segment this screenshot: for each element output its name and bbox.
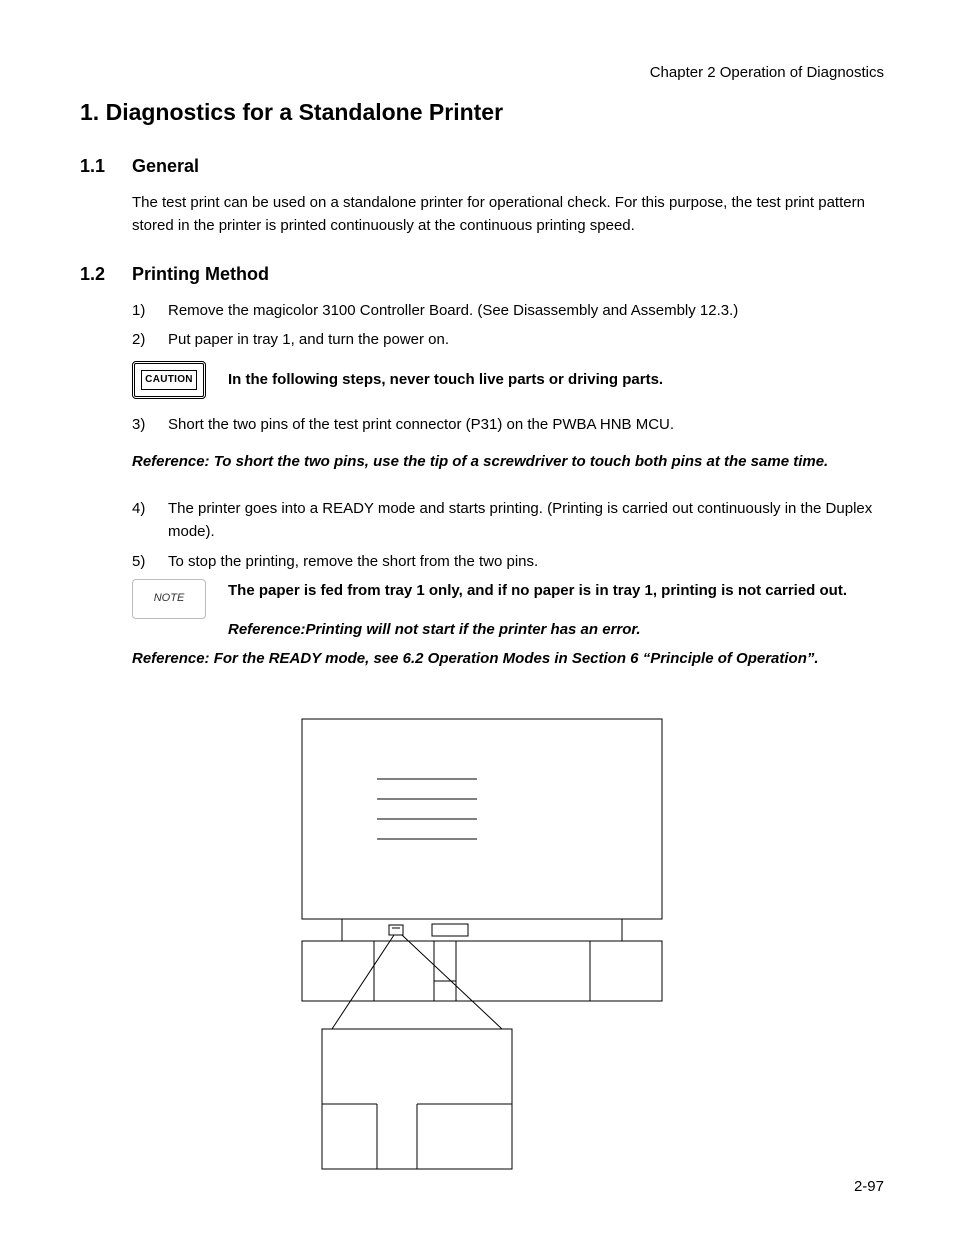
step-number: 3) [132,413,154,436]
subsection-body: The test print can be used on a standalo… [132,191,884,238]
step-row: 4) The printer goes into a READY mode an… [132,497,884,544]
step-number: 5) [132,550,154,573]
section-number: 1. [80,99,99,125]
step-text: Short the two pins of the test print con… [168,413,884,436]
section-title-text: Diagnostics for a Standalone Printer [106,99,503,125]
printer-diagram [282,709,682,1179]
note-text: The paper is fed from tray 1 only, and i… [228,579,884,602]
note-content: The paper is fed from tray 1 only, and i… [228,579,884,642]
note-icon: NOTE [132,579,206,619]
caution-label: CAUTION [141,370,197,390]
subsection-title: Printing Method [132,264,269,285]
step-text: The printer goes into a READY mode and s… [168,497,884,544]
general-paragraph: The test print can be used on a standalo… [132,191,884,238]
note-block: NOTE The paper is fed from tray 1 only, … [132,579,884,642]
subsection-header: 1.2 Printing Method [80,264,884,285]
subsection-number: 1.1 [80,156,114,177]
step-row: 1) Remove the magicolor 3100 Controller … [132,299,884,322]
caution-text: In the following steps, never touch live… [228,368,663,391]
step-number: 2) [132,328,154,351]
note-reference: Reference:Printing will not start if the… [228,618,884,641]
subsection-general: 1.1 General The test print can be used o… [80,156,884,238]
subsection-printing-method: 1.2 Printing Method 1) Remove the magico… [80,264,884,671]
caution-icon: CAUTION [132,361,206,399]
step-row: 2) Put paper in tray 1, and turn the pow… [132,328,884,351]
caution-block: CAUTION In the following steps, never to… [132,361,884,399]
step-text: Put paper in tray 1, and turn the power … [168,328,884,351]
step-number: 1) [132,299,154,322]
subsection-header: 1.1 General [80,156,884,177]
diagram-container [80,709,884,1179]
page: Chapter 2 Operation of Diagnostics 1. Di… [0,0,954,1235]
section-title: 1. Diagnostics for a Standalone Printer [80,99,884,126]
step-text: To stop the printing, remove the short f… [168,550,884,573]
step-row: 5) To stop the printing, remove the shor… [132,550,884,573]
reference-line: Reference: For the READY mode, see 6.2 O… [132,647,884,670]
step-number: 4) [132,497,154,544]
step-text: Remove the magicolor 3100 Controller Boa… [168,299,884,322]
step-row: 3) Short the two pins of the test print … [132,413,884,436]
chapter-header: Chapter 2 Operation of Diagnostics [80,64,884,81]
subsection-title: General [132,156,199,177]
subsection-number: 1.2 [80,264,114,285]
page-number: 2-97 [854,1178,884,1195]
reference-line: Reference: To short the two pins, use th… [132,450,884,473]
subsection-body: 1) Remove the magicolor 3100 Controller … [132,299,884,671]
